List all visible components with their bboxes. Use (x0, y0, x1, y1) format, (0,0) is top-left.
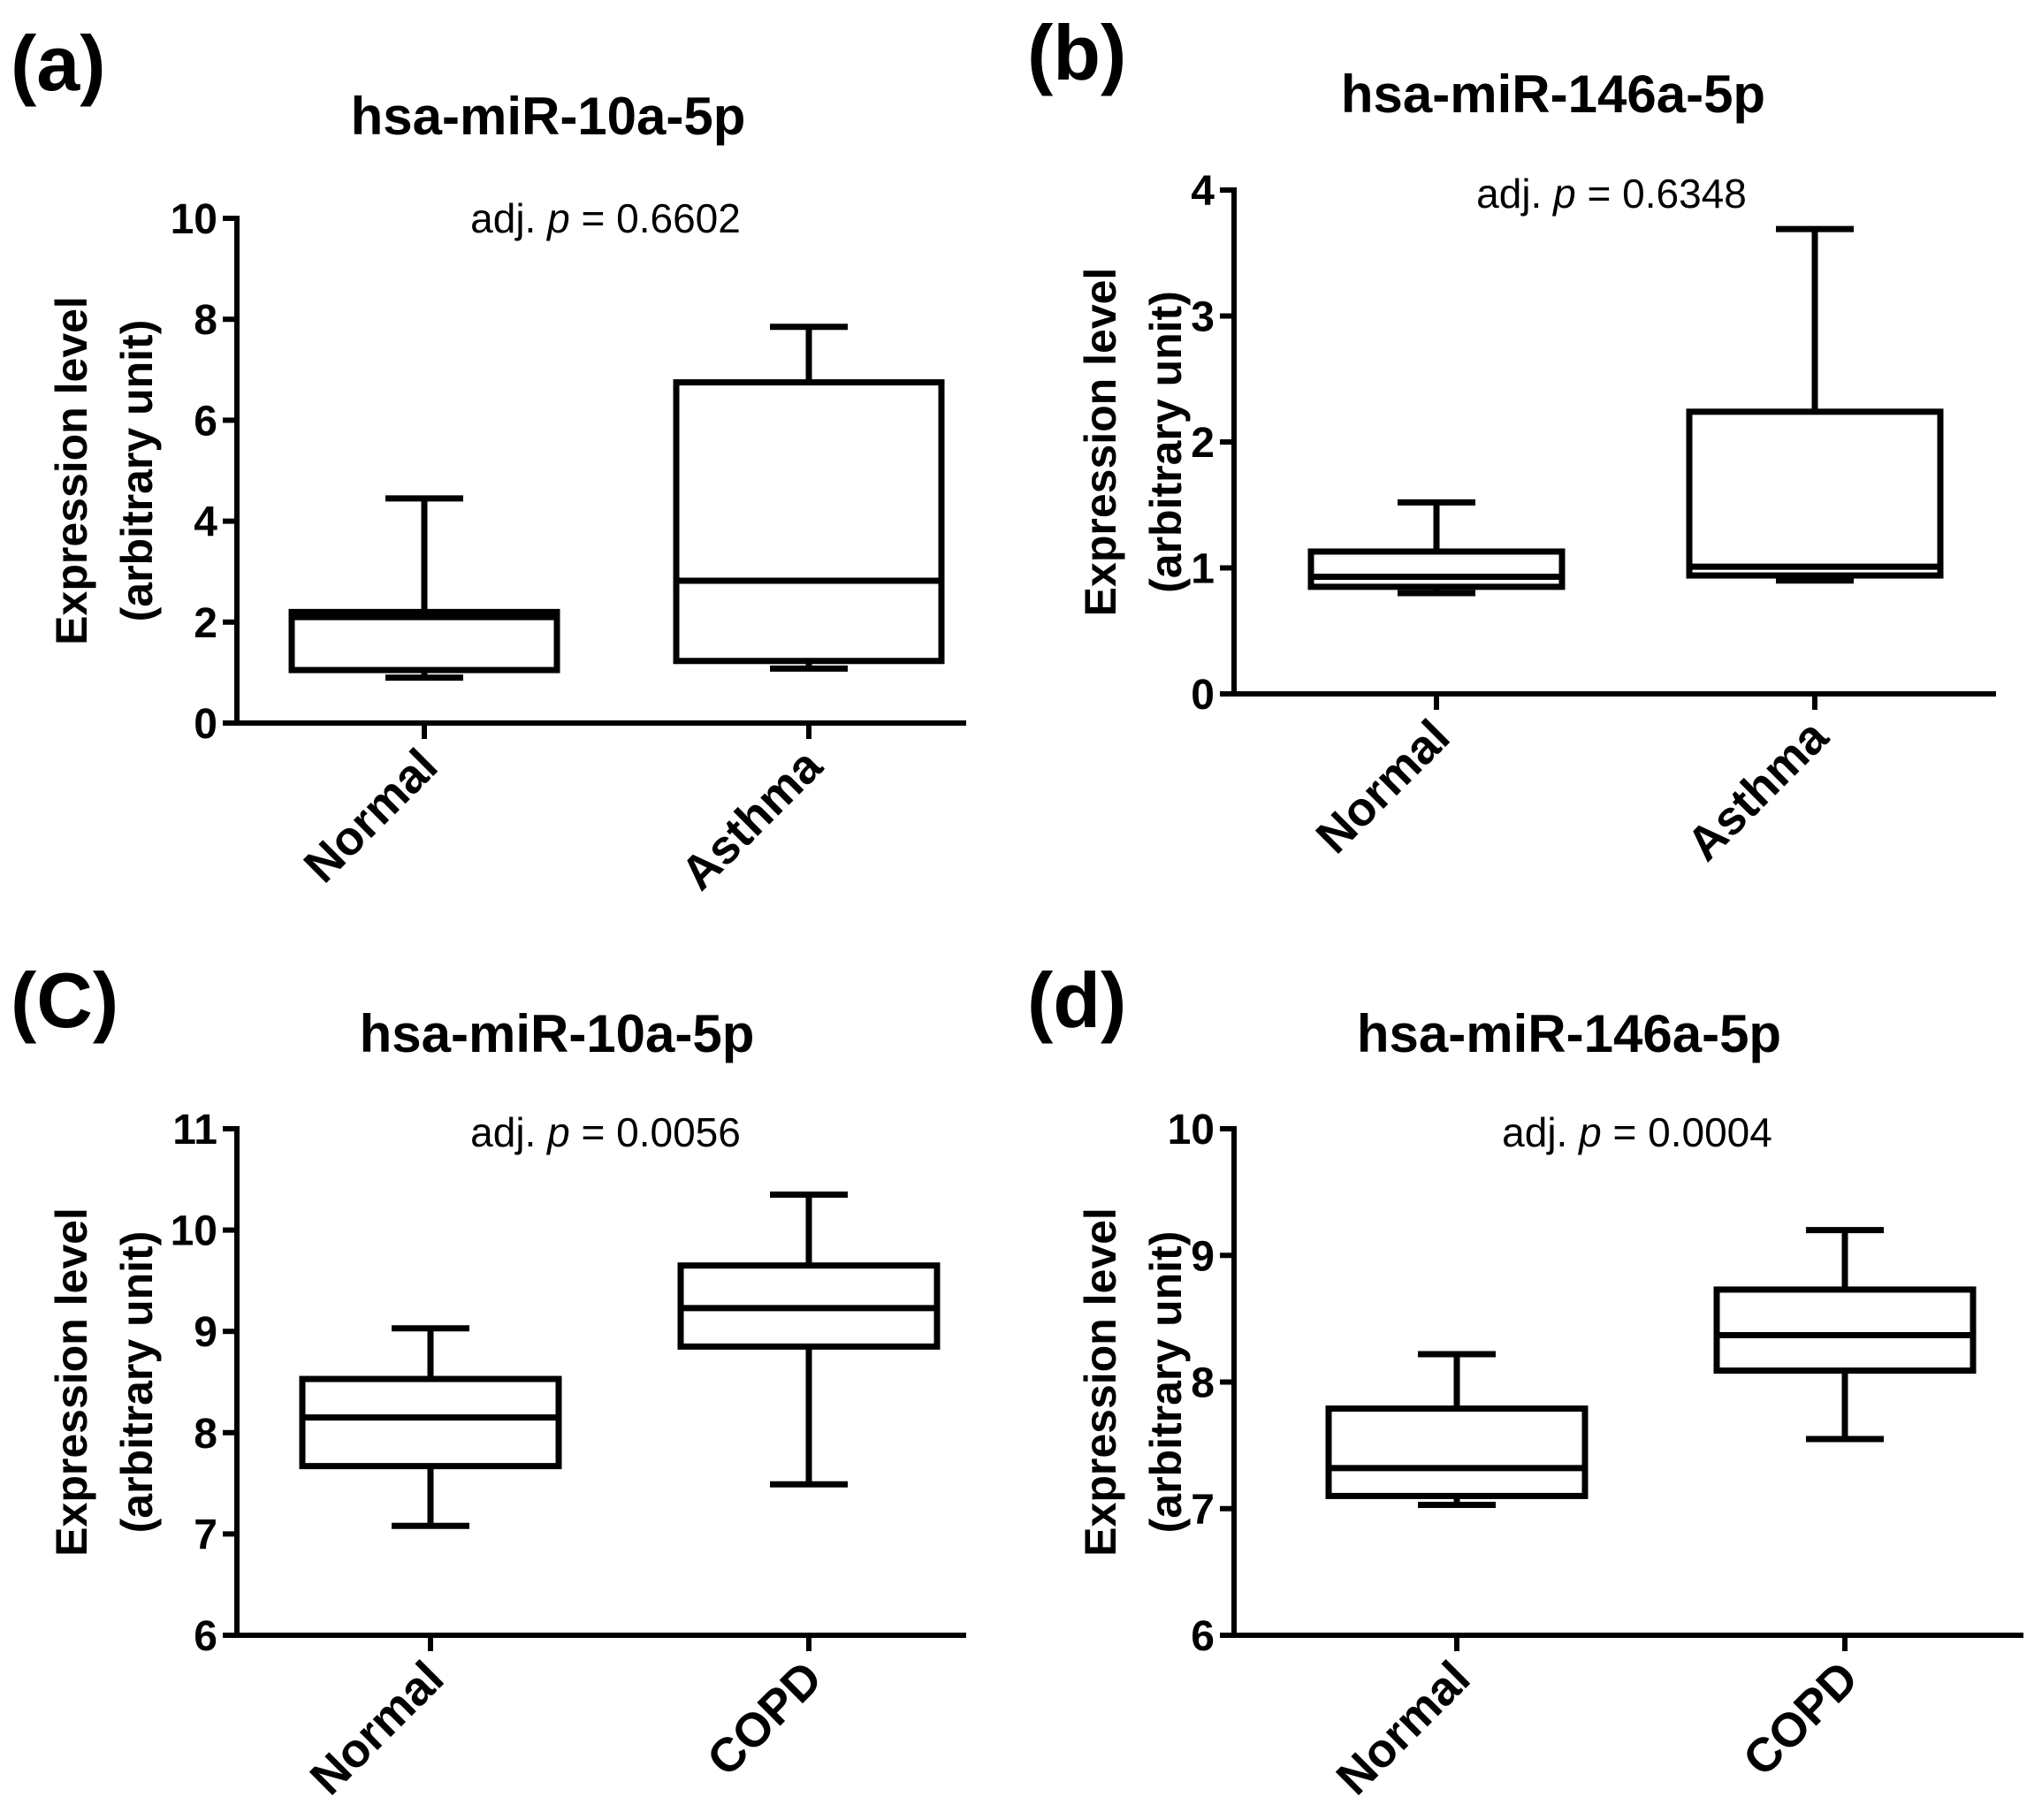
y-axis-label-line2: (arbitrary unit) (112, 1231, 162, 1534)
y-tick-label: 11 (172, 1107, 217, 1154)
chart-panel-3: (C) hsa-miR-10a-5p adj. p = 0.0056 Expressi… (11, 956, 966, 1805)
iqr-box (673, 379, 945, 665)
y-axis-label-line1: Expression level (47, 296, 96, 645)
p-value-var: p (545, 1109, 570, 1155)
y-tick-label: 4 (194, 499, 217, 546)
y-axis-label-line2: (arbitrary unit) (1141, 291, 1191, 593)
iqr-box (1713, 1286, 1977, 1375)
box-normal (1325, 1351, 1589, 1508)
y-tick-label: 8 (194, 297, 217, 344)
chart-panel-4: (d) hsa-miR-146a-5p adj. p = 0.0004 Express… (1027, 956, 2023, 1805)
box-copd (677, 1191, 941, 1488)
p-value-suffix: = 0.6602 (570, 195, 741, 241)
y-tick-label: 7 (194, 1512, 217, 1558)
iqr-box (1325, 1405, 1589, 1499)
y-tick-label: 10 (171, 1208, 217, 1255)
y-tick-label: 1 (1191, 546, 1215, 593)
chart-panel-1: (a) hsa-miR-10a-5p adj. p = 0.6602 Expressi… (11, 19, 966, 901)
y-tick-label: 4 (1191, 168, 1215, 215)
y-axis-label-line1: Expression level (47, 1207, 96, 1557)
y-tick-label: 9 (194, 1309, 217, 1356)
box-normal (288, 495, 560, 682)
p-value-annotation: adj. p = 0.6602 (470, 195, 741, 241)
iqr-box (299, 1375, 562, 1470)
x-category-label: Normal (301, 1651, 454, 1805)
p-value-prefix: adj. (470, 1109, 547, 1155)
p-value-suffix: = 0.0004 (1602, 1109, 1772, 1155)
x-category-label: COPD (697, 1651, 833, 1786)
chart-title: hsa-miR-146a-5p (1341, 65, 1765, 124)
y-tick-label: 0 (1191, 672, 1215, 719)
y-tick-label: 0 (194, 701, 217, 748)
p-value-annotation: adj. p = 0.6348 (1476, 171, 1747, 217)
y-axis-label-line1: Expression level (1076, 1207, 1125, 1557)
y-tick-label: 6 (1191, 1613, 1215, 1660)
chart-panel-2: (b) hsa-miR-146a-5p adj. p = 0.6348 Express… (1027, 9, 1996, 872)
p-value-prefix: adj. (1502, 1109, 1579, 1155)
p-value-suffix: = 0.0056 (570, 1109, 741, 1155)
panel-letter: (C) (11, 956, 118, 1044)
y-tick-label: 7 (1191, 1487, 1215, 1534)
p-value-prefix: adj. (1476, 171, 1553, 217)
y-tick-label: 6 (194, 1613, 217, 1660)
y-tick-label: 10 (1168, 1107, 1215, 1154)
iqr-box (1686, 408, 1944, 579)
x-category-label: Normal (1307, 710, 1460, 864)
y-tick-label: 3 (1191, 294, 1215, 341)
iqr-box (288, 608, 560, 674)
box-copd (1713, 1227, 1977, 1443)
y-tick-label: 8 (194, 1411, 217, 1458)
p-value-prefix: adj. (470, 195, 547, 241)
x-category-label: Normal (294, 739, 448, 893)
chart-title: hsa-miR-10a-5p (360, 1004, 755, 1063)
x-category-label: Normal (1327, 1651, 1481, 1805)
panel-letter: (b) (1027, 9, 1126, 96)
iqr-box (1307, 548, 1566, 590)
chart-title: hsa-miR-10a-5p (351, 87, 746, 146)
x-category-label: Asthma (671, 738, 833, 900)
y-tick-label: 6 (194, 398, 217, 445)
chart-title: hsa-miR-146a-5p (1357, 1004, 1781, 1063)
x-category-label: Asthma (1677, 709, 1839, 871)
y-axis-label-line2: (arbitrary unit) (1141, 1231, 1191, 1534)
p-value-annotation: adj. p = 0.0004 (1502, 1109, 1772, 1155)
p-value-var: p (1551, 171, 1576, 217)
y-tick-label: 10 (171, 196, 217, 243)
p-value-var: p (1577, 1109, 1602, 1155)
box-asthma (1686, 225, 1944, 584)
y-tick-label: 9 (1191, 1233, 1215, 1280)
p-value-var: p (545, 195, 570, 241)
box-normal (1307, 499, 1566, 597)
y-tick-label: 8 (1191, 1360, 1215, 1407)
p-value-suffix: = 0.6348 (1576, 171, 1747, 217)
x-category-label: COPD (1733, 1651, 1869, 1786)
box-asthma (673, 324, 945, 672)
panel-letter: (a) (11, 19, 106, 107)
p-value-annotation: adj. p = 0.0056 (470, 1109, 741, 1155)
y-axis-label-line2: (arbitrary unit) (112, 320, 162, 622)
y-tick-label: 2 (1191, 420, 1215, 467)
y-axis-label-line1: Expression level (1076, 268, 1125, 617)
y-tick-label: 2 (194, 600, 217, 647)
box-normal (299, 1325, 562, 1529)
panel-letter: (d) (1027, 956, 1126, 1044)
